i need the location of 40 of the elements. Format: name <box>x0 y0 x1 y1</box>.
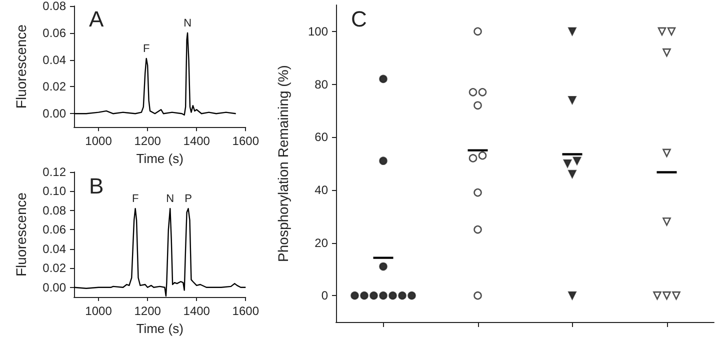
y-tick-label: 0.08 <box>42 0 66 13</box>
y-tick-label: 0.06 <box>42 222 66 237</box>
x-tick-label: 1600 <box>232 134 260 148</box>
y-tick-label: 0.00 <box>42 280 66 294</box>
x-axis-title: Time (s) <box>136 320 184 336</box>
y-axis-title: Fluorescence <box>13 192 29 277</box>
x-tick-label: 1200 <box>134 304 162 318</box>
y-tick-label: 80 <box>314 77 328 92</box>
y-tick-label: 0.08 <box>42 203 66 218</box>
y-tick-label: 0.02 <box>42 261 66 276</box>
annotation: N <box>184 17 192 30</box>
chart-title: A <box>89 6 104 32</box>
y-axis-title: Fluorescence <box>13 24 29 109</box>
y-tick-label: 0.04 <box>42 52 66 67</box>
annotation: F <box>142 42 150 55</box>
chart-title: C <box>351 6 367 32</box>
annotation: N <box>166 193 174 206</box>
y-tick-label: 0.00 <box>42 106 66 121</box>
line-series <box>73 32 236 116</box>
x-axis-title: Time (s) <box>136 151 184 166</box>
x-tick-label: 1000 <box>85 304 112 318</box>
y-tick-label: 0 <box>321 288 328 303</box>
y-tick-label: 40 <box>314 182 328 197</box>
chart-title: B <box>89 174 104 198</box>
annotation: P <box>184 193 192 206</box>
annotation: F <box>132 193 139 206</box>
y-tick-label: 0.06 <box>42 26 66 40</box>
y-tick-label: 60 <box>314 130 328 144</box>
x-tick-label: 1400 <box>183 134 210 148</box>
x-tick-label: 1200 <box>134 134 162 148</box>
x-tick-label: 1600 <box>232 304 260 318</box>
y-tick-label: 0.12 <box>42 165 66 179</box>
x-tick-label: 1400 <box>183 304 210 318</box>
y-axis-title: Phosphorylation Remaining (%) <box>275 65 291 262</box>
x-tick-label: 1000 <box>85 134 112 148</box>
y-tick-label: 0.04 <box>42 242 66 256</box>
y-tick-label: 20 <box>314 236 328 250</box>
y-tick-label: 0.10 <box>42 184 66 198</box>
y-tick-label: 100 <box>308 24 328 38</box>
y-tick-label: 0.02 <box>42 80 66 94</box>
